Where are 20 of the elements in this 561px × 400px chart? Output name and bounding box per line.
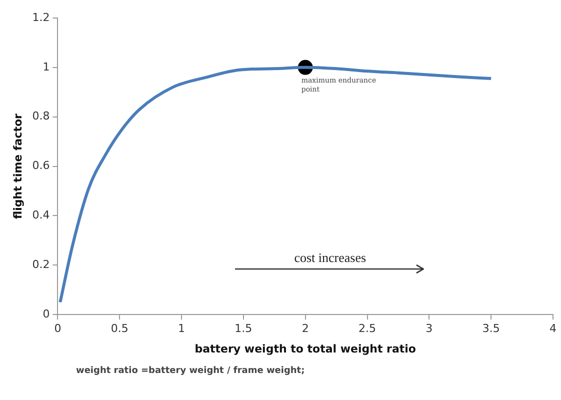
y-axis-title: flight time factor xyxy=(11,112,24,220)
x-tick-label: 3 xyxy=(426,322,433,336)
y-tick-label: 0.4 xyxy=(32,208,50,222)
x-tick-label: 0.5 xyxy=(110,322,128,336)
x-tick-label: 4 xyxy=(550,322,556,336)
y-tick-label: 1.2 xyxy=(32,10,50,24)
x-tick-label: 1 xyxy=(178,322,186,336)
x-tick-label: 3.5 xyxy=(482,322,500,336)
x-tick-label: 2.5 xyxy=(358,322,376,336)
x-axis-title: battery weigth to total weight ratio xyxy=(194,342,416,356)
x-tick-label: 2 xyxy=(302,322,309,336)
y-tick-label: 0.8 xyxy=(32,110,50,123)
annotation: cost increases xyxy=(294,250,366,266)
y-tick-label: 1 xyxy=(42,60,50,74)
y-tick-label: 0.2 xyxy=(32,258,50,272)
x-tick-label: 1.5 xyxy=(234,322,252,336)
y-tick-label: 0.6 xyxy=(32,159,50,172)
y-tick-label: 0 xyxy=(42,307,50,320)
x-tick-label: 0 xyxy=(54,322,62,336)
text: weight ratio =battery weight / frame weight; xyxy=(76,366,306,376)
